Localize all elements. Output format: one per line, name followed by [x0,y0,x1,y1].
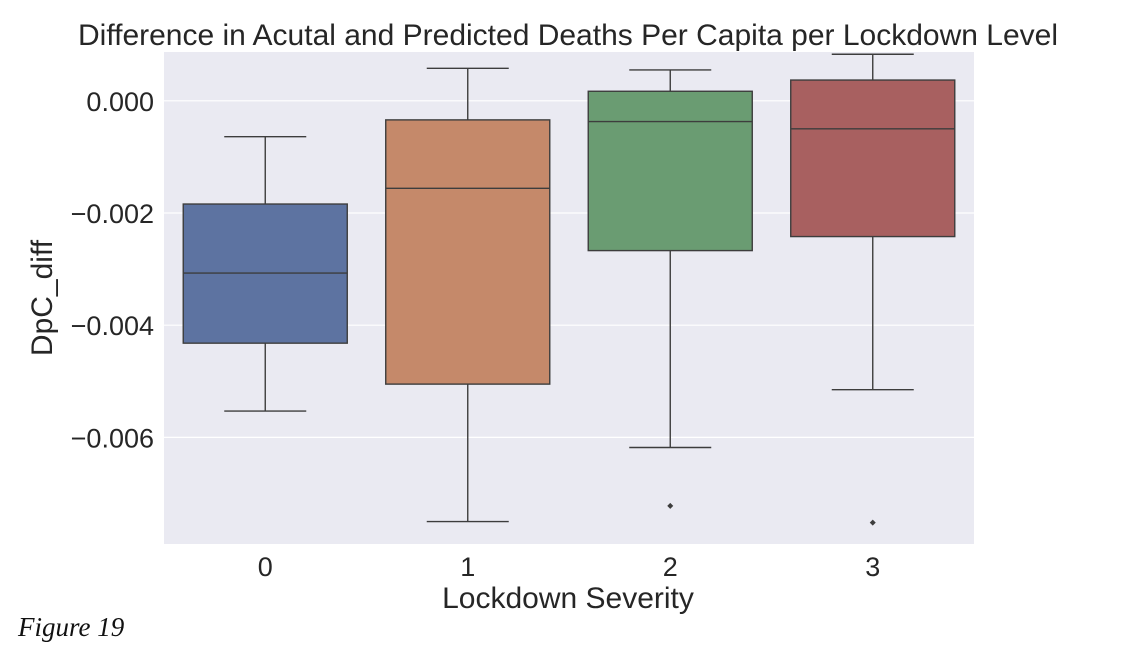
x-tick-label: 1 [460,552,475,582]
y-tick-label: 0.000 [86,87,154,117]
box-group-0 [182,136,348,412]
iqr-box [385,119,551,385]
outlier-point [869,519,876,526]
x-tick-label: 3 [865,552,880,582]
x-axis-label: Lockdown Severity [442,582,694,615]
y-tick-labels: 0.000 −0.002 −0.004 −0.006 [71,87,154,454]
x-tick-labels: 0 1 2 3 [258,552,881,582]
chart-title: Difference in Acutal and Predicted Death… [78,19,1058,52]
y-axis-label: DpC_diff [26,239,59,356]
figure-caption: Figure 19 [18,612,125,642]
boxes [182,53,956,526]
box-group-1 [385,67,551,523]
outlier-point [667,502,674,509]
y-tick-label: −0.006 [71,423,154,453]
box-group-2 [587,69,753,509]
y-tick-label: −0.004 [71,311,154,341]
x-tick-label: 2 [663,552,678,582]
x-tick-label: 0 [258,552,273,582]
y-tick-label: −0.002 [71,199,154,229]
iqr-box [790,79,956,238]
iqr-box [587,90,753,252]
box-group-3 [790,53,956,526]
